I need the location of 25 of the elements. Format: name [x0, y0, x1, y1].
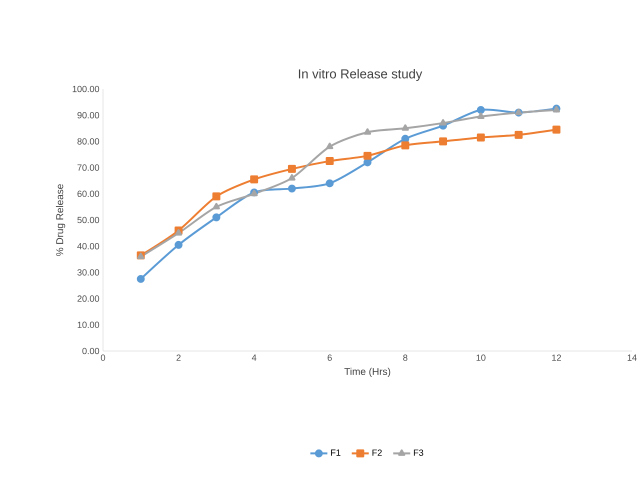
- x-tick-label: 10: [476, 354, 486, 361]
- y-tick-label: 40.00: [77, 243, 100, 250]
- legend-label: F3: [414, 450, 424, 456]
- legend-label: F1: [331, 450, 340, 456]
- x-tick-label: 2: [176, 354, 181, 361]
- x-tick-label: 8: [403, 354, 408, 361]
- chart-title: In vitro Release study: [298, 68, 422, 82]
- x-tick-label: 14: [628, 354, 637, 361]
- y-tick-label: 90.00: [77, 112, 100, 118]
- y-tick-label: 10.00: [78, 322, 100, 328]
- y-tick-label: 60.00: [77, 190, 100, 197]
- x-tick-label: 4: [252, 354, 256, 361]
- y-tick-label: 100.00: [72, 86, 100, 92]
- y-tick-label: 20.00: [77, 295, 100, 302]
- legend-label: F2: [372, 450, 382, 456]
- x-axis-title: Time (Hrs): [344, 368, 390, 377]
- x-tick-label: 0: [100, 354, 106, 361]
- y-tick-label: 80.00: [77, 138, 100, 145]
- y-tick-label: 30.00: [77, 269, 100, 276]
- y-tick-label: 70.00: [77, 164, 100, 171]
- x-tick-label: 6: [328, 354, 332, 361]
- x-tick-label: 12: [552, 354, 561, 361]
- y-tick-label: 50.00: [77, 216, 100, 224]
- y-tick-label: 0.00: [82, 348, 100, 354]
- y-axis-title: % Drug Release: [56, 184, 66, 256]
